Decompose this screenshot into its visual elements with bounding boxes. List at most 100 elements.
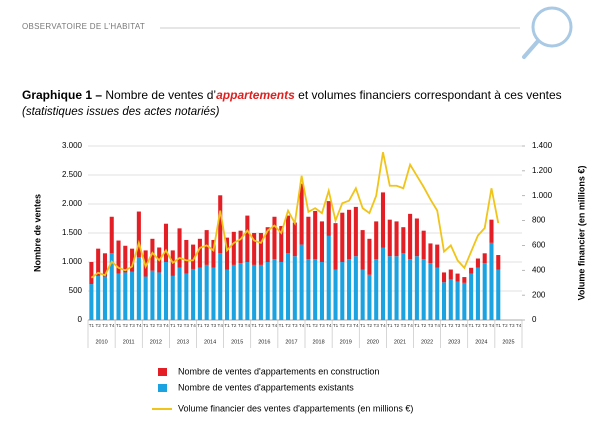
x-tick-label: T1 <box>496 323 502 328</box>
x-tick-label: T3 <box>482 323 488 328</box>
bar <box>136 257 141 320</box>
bar <box>265 262 270 320</box>
bar <box>394 256 399 320</box>
legend-label: Volume financier des ventes d'appartemen… <box>178 403 413 413</box>
x-tick-label: T2 <box>394 323 400 328</box>
bar <box>360 230 365 270</box>
x-tick-label: T1 <box>251 323 257 328</box>
bar <box>299 183 304 245</box>
year-label: 2023 <box>448 339 460 345</box>
bar <box>177 228 182 268</box>
bar <box>191 268 196 320</box>
bar <box>211 239 216 268</box>
bar <box>123 245 128 273</box>
bar <box>380 247 386 320</box>
bar <box>96 275 101 320</box>
bar <box>496 269 501 320</box>
bar <box>224 237 230 270</box>
y2-tick-label: 1.400 <box>532 141 553 150</box>
x-tick-label: T4 <box>299 323 305 328</box>
year-label: 2015 <box>231 339 243 345</box>
bar <box>143 276 148 320</box>
bar <box>462 277 467 283</box>
bar <box>204 264 209 320</box>
bar <box>401 253 406 320</box>
x-tick-label: T4 <box>163 323 169 328</box>
bar <box>116 273 121 320</box>
bar <box>482 253 487 264</box>
bar <box>272 216 277 260</box>
title-text: et volumes financiers correspondant à ce… <box>298 88 562 102</box>
y-tick-label: 2.500 <box>62 170 83 179</box>
year-label: 2019 <box>340 339 352 345</box>
bar <box>299 244 304 320</box>
year-label: 2018 <box>312 339 324 345</box>
x-tick-label: T1 <box>414 323 420 328</box>
bar <box>367 238 372 275</box>
bar <box>489 242 494 320</box>
x-tick-label: T3 <box>401 323 407 328</box>
bar <box>374 259 379 320</box>
x-tick-label: T2 <box>123 323 129 328</box>
y-tick-label: 1.000 <box>62 257 83 266</box>
bar <box>435 267 440 320</box>
magnifier-icon <box>531 6 573 48</box>
y2-tick-label: 0 <box>532 315 537 324</box>
x-tick-label: T3 <box>319 323 325 328</box>
bar <box>265 227 270 262</box>
bar <box>109 253 114 320</box>
bar <box>184 239 189 274</box>
year-label: 2024 <box>475 339 487 345</box>
x-tick-label: T1 <box>468 323 474 328</box>
x-tick-label: T1 <box>441 323 447 328</box>
bar <box>197 267 202 320</box>
x-tick-label: T4 <box>109 323 115 328</box>
bar <box>116 240 121 274</box>
x-tick-label: T3 <box>102 323 108 328</box>
bar <box>89 262 94 285</box>
x-tick-label: T3 <box>265 323 271 328</box>
header: OBSERVATOIRE DE L’HABITAT <box>22 22 146 31</box>
bar <box>455 273 460 282</box>
x-tick-label: T3 <box>374 323 380 328</box>
bar <box>252 264 257 320</box>
x-tick-label: T2 <box>150 323 156 328</box>
x-tick-label: T2 <box>285 323 291 328</box>
title-text: Nombre de ventes d’ <box>105 88 217 102</box>
bar <box>279 262 284 320</box>
x-tick-label: T4 <box>326 323 332 328</box>
legend-label: Nombre de ventes d'appartements en const… <box>178 366 379 376</box>
legend-swatch <box>158 368 167 376</box>
bar <box>353 206 358 257</box>
x-tick-label: T2 <box>421 323 427 328</box>
bar <box>340 212 345 262</box>
bar <box>286 253 291 320</box>
bar <box>224 269 230 320</box>
bar <box>286 215 291 254</box>
bar <box>333 223 338 270</box>
bar <box>367 274 372 320</box>
bar <box>292 222 297 257</box>
year-label: 2025 <box>502 339 514 345</box>
bar <box>123 272 128 320</box>
bar <box>374 221 379 260</box>
x-tick-label: T3 <box>184 323 190 328</box>
bar <box>231 264 236 320</box>
bar <box>306 216 311 260</box>
x-tick-label: T4 <box>190 323 196 328</box>
x-tick-label: T3 <box>509 323 515 328</box>
bar <box>448 279 453 320</box>
bar <box>184 273 189 320</box>
bar <box>96 248 101 276</box>
x-tick-label: T2 <box>177 323 183 328</box>
year-label: 2021 <box>394 339 406 345</box>
year-label: 2022 <box>421 339 433 345</box>
bar <box>394 221 399 257</box>
bar <box>130 271 135 320</box>
x-tick-label: T2 <box>95 323 101 328</box>
y-axis-title: Nombre de ventes <box>32 194 42 272</box>
bar <box>89 284 94 320</box>
year-label: 2017 <box>285 339 297 345</box>
legend-label: Nombre de ventes d'appartements existant… <box>178 382 354 392</box>
x-tick-label: T4 <box>462 323 468 328</box>
